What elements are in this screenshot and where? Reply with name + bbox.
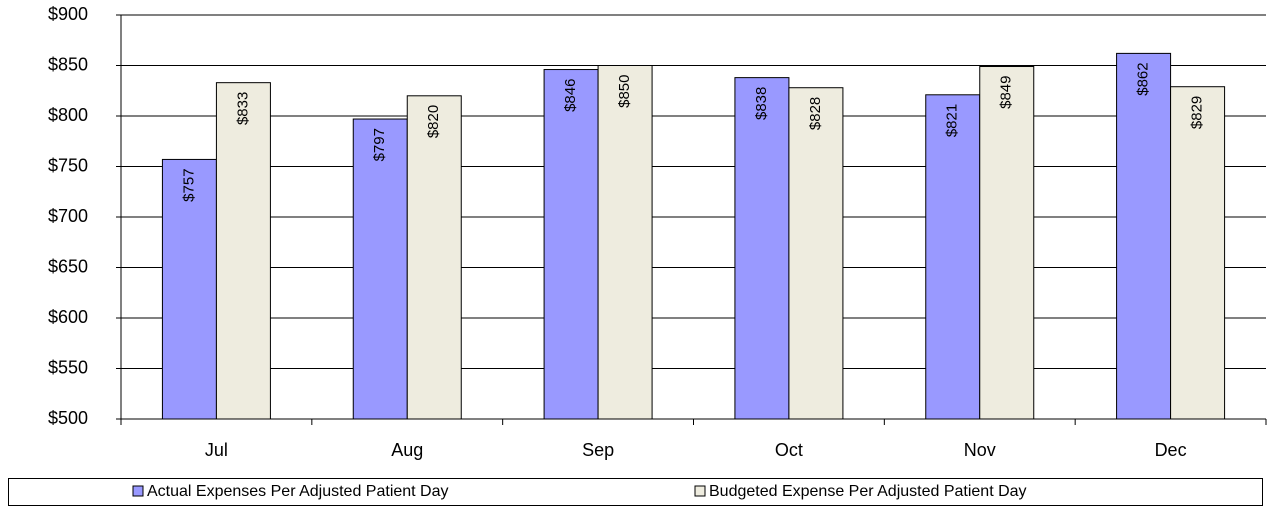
bar [215, 82, 271, 420]
x-tick-label: Aug [391, 440, 423, 460]
bar [1170, 86, 1226, 420]
bar [543, 69, 599, 420]
legend-swatch [132, 485, 144, 497]
value-label: $829 [1189, 96, 1206, 129]
x-tick-label: Jul [205, 440, 228, 460]
y-tick-label: $600 [48, 307, 88, 327]
y-tick-label: $650 [48, 256, 88, 276]
bar [734, 77, 790, 420]
value-label: $797 [371, 128, 388, 161]
legend-label: Budgeted Expense Per Adjusted Patient Da… [709, 483, 1027, 500]
y-tick-label: $900 [48, 4, 88, 24]
x-tick-label: Dec [1155, 440, 1187, 460]
bar [925, 94, 981, 420]
bar [979, 66, 1035, 420]
bar [788, 87, 844, 420]
value-label: $820 [425, 105, 442, 138]
x-tick-label: Nov [964, 440, 996, 460]
value-label: $833 [234, 92, 251, 125]
value-label: $757 [180, 168, 197, 201]
value-label: $849 [998, 76, 1015, 109]
x-tick-label: Sep [582, 440, 614, 460]
value-label: $862 [1135, 62, 1152, 95]
y-tick-label: $800 [48, 105, 88, 125]
value-label: $846 [562, 79, 579, 112]
value-label: $838 [753, 87, 770, 120]
bar [352, 118, 408, 420]
y-tick-label: $700 [48, 206, 88, 226]
bar [1116, 52, 1172, 420]
x-tick-label: Oct [775, 440, 803, 460]
value-label: $828 [807, 97, 824, 130]
bar [406, 95, 462, 420]
legend-label: Actual Expenses Per Adjusted Patient Day [147, 483, 449, 500]
value-label: $850 [616, 75, 633, 108]
y-tick-label: $750 [48, 155, 88, 175]
bar [597, 65, 653, 420]
y-tick-label: $850 [48, 54, 88, 74]
value-label: $821 [944, 104, 961, 137]
legend [8, 478, 1263, 506]
legend-swatch [694, 485, 706, 497]
y-tick-label: $500 [48, 408, 88, 428]
y-tick-label: $550 [48, 357, 88, 377]
